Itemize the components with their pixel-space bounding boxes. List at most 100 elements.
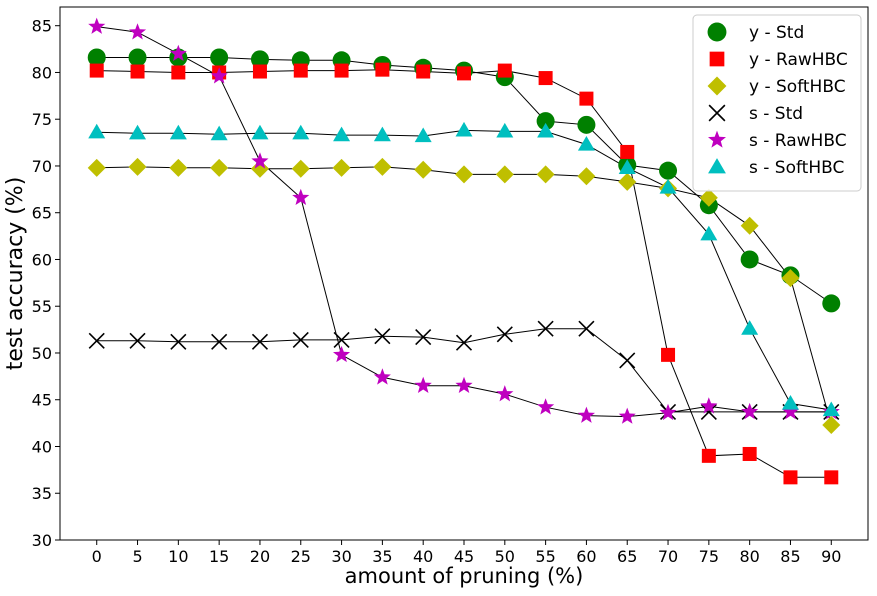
legend-label: s - RawHBC xyxy=(749,131,847,151)
data-point-s3-8 xyxy=(415,329,432,346)
data-point-s0-1 xyxy=(128,48,147,67)
data-point-s4-3 xyxy=(210,67,228,84)
y-tick-label: 75 xyxy=(32,110,52,129)
x-tick-label: 5 xyxy=(132,547,142,566)
x-axis-label: amount of pruning (%) xyxy=(345,564,584,588)
legend: y - Std y - RawHBC y - SoftHBC s - Std s - R… xyxy=(692,14,862,192)
data-point-s1-10 xyxy=(497,63,512,78)
data-point-s0-14 xyxy=(659,161,678,180)
data-point-s3-7 xyxy=(374,328,391,345)
data-point-s5-10 xyxy=(496,122,514,138)
data-point-s2-2 xyxy=(169,158,188,177)
legend-marker-3 xyxy=(708,104,726,122)
data-point-s2-3 xyxy=(210,158,229,177)
legend-label: y - RawHBC xyxy=(749,50,848,70)
data-point-s5-18 xyxy=(822,401,840,417)
data-point-s3-1 xyxy=(129,332,146,349)
data-point-s5-8 xyxy=(414,127,432,143)
data-point-s5-6 xyxy=(333,126,351,142)
data-point-s4-16 xyxy=(741,402,759,420)
data-point-s2-10 xyxy=(495,165,514,184)
data-point-s4-4 xyxy=(251,152,269,169)
data-point-s0-16 xyxy=(740,250,759,269)
data-point-s5-9 xyxy=(455,121,473,137)
data-point-s5-15 xyxy=(700,225,718,241)
y-tick-label: 70 xyxy=(32,157,52,176)
data-point-s3-3 xyxy=(211,333,228,350)
data-point-s5-13 xyxy=(618,159,636,174)
data-point-s1-17 xyxy=(783,470,798,485)
data-point-s0-11 xyxy=(536,112,555,131)
y-axis-label: test accuracy (%) xyxy=(3,177,28,371)
data-point-s1-8 xyxy=(416,64,431,79)
data-point-s4-15 xyxy=(700,397,718,414)
x-tick-label: 20 xyxy=(250,547,270,566)
x-tick-label: 75 xyxy=(699,547,719,566)
data-point-s4-14 xyxy=(659,403,677,421)
data-point-s5-1 xyxy=(129,124,147,140)
data-point-s5-5 xyxy=(292,124,310,140)
legend-marker-5 xyxy=(708,158,726,174)
data-point-s4-11 xyxy=(537,398,555,415)
data-point-s5-14 xyxy=(659,178,677,194)
data-point-s4-8 xyxy=(414,376,432,393)
data-point-s3-12 xyxy=(578,320,595,337)
y-tick-label: 35 xyxy=(32,484,52,503)
legend-marker-1 xyxy=(709,51,725,67)
y-tick-label: 80 xyxy=(32,63,52,82)
x-tick-label: 35 xyxy=(372,547,392,566)
data-point-s4-7 xyxy=(373,368,391,385)
data-point-s1-7 xyxy=(375,62,390,77)
data-point-s4-6 xyxy=(333,345,351,363)
data-point-s1-18 xyxy=(824,470,839,485)
data-point-s5-16 xyxy=(741,320,759,335)
data-point-s0-4 xyxy=(250,50,269,69)
data-point-s1-16 xyxy=(742,446,757,461)
data-point-s4-9 xyxy=(455,376,473,393)
legend-label: y - Std xyxy=(749,23,804,43)
legend-marker-0 xyxy=(707,22,727,42)
y-tick-label: 85 xyxy=(32,17,52,36)
x-tick-label: 10 xyxy=(168,547,188,566)
data-point-s3-6 xyxy=(333,331,350,348)
x-tick-label: 60 xyxy=(576,547,596,566)
data-point-s2-9 xyxy=(455,165,473,184)
data-point-s2-13 xyxy=(618,172,637,191)
data-point-s2-1 xyxy=(128,157,147,176)
data-point-s5-0 xyxy=(88,123,106,139)
y-tick-label: 40 xyxy=(32,437,52,456)
data-point-s5-11 xyxy=(537,122,555,138)
data-point-s0-18 xyxy=(822,294,841,313)
data-point-s1-5 xyxy=(293,63,308,78)
series-markers xyxy=(87,17,841,485)
x-tick-label: 50 xyxy=(495,547,515,566)
data-point-s2-0 xyxy=(87,158,106,177)
data-point-s0-0 xyxy=(87,48,106,67)
x-tick-label: 65 xyxy=(617,547,637,566)
data-point-s4-10 xyxy=(496,385,514,402)
data-point-s2-5 xyxy=(291,159,310,178)
data-point-s2-8 xyxy=(414,160,433,179)
data-point-s2-18 xyxy=(822,415,841,434)
data-point-s1-6 xyxy=(334,63,349,78)
data-point-s4-13 xyxy=(618,407,636,424)
data-point-s4-2 xyxy=(169,44,187,61)
data-point-s1-9 xyxy=(457,66,471,81)
data-point-s0-12 xyxy=(577,115,596,134)
x-tick-label: 40 xyxy=(413,547,433,566)
x-tick-label: 15 xyxy=(209,547,229,566)
y-tick-label: 55 xyxy=(32,297,52,316)
data-point-s1-0 xyxy=(89,63,104,78)
x-tick-label: 90 xyxy=(821,547,841,566)
data-point-s2-4 xyxy=(250,159,269,178)
data-point-s1-4 xyxy=(252,64,267,79)
data-point-s1-12 xyxy=(579,91,594,106)
data-point-s4-17 xyxy=(781,402,799,420)
y-tick-label: 50 xyxy=(32,344,52,363)
data-point-s3-9 xyxy=(455,334,473,351)
data-point-s3-13 xyxy=(619,352,636,369)
data-point-s2-16 xyxy=(740,216,759,235)
data-point-s5-17 xyxy=(781,394,799,410)
